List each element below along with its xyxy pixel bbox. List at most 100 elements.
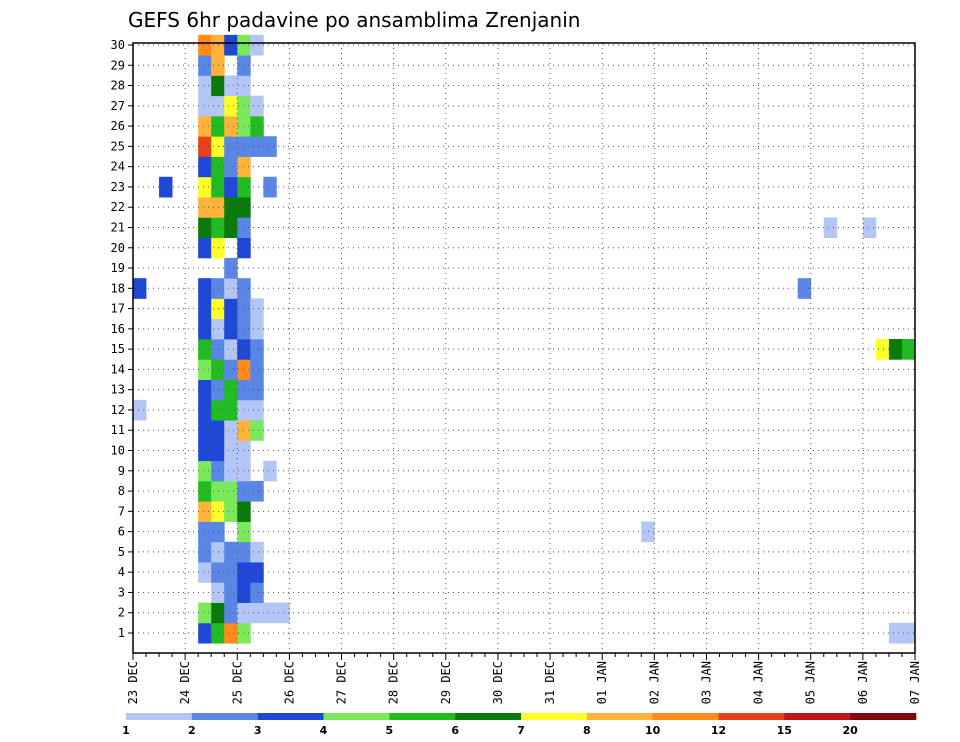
y-tick-label: 15 — [111, 342, 125, 356]
heatmap-cell — [263, 176, 277, 198]
y-tick-label: 16 — [111, 322, 125, 336]
heatmap-cell — [198, 521, 212, 543]
heatmap-cell — [250, 541, 264, 563]
heatmap-cell — [888, 339, 903, 360]
colorbar-swatch — [191, 713, 258, 720]
heatmap-cell — [211, 298, 225, 320]
heatmap-cell — [133, 278, 147, 299]
heatmap-cell — [198, 562, 212, 583]
y-tick-label: 27 — [111, 99, 125, 113]
y-tick-label: 25 — [111, 139, 125, 153]
x-tick-label: 28 DEC — [387, 661, 401, 704]
y-tick-label: 8 — [118, 484, 125, 498]
heatmap-cell — [133, 399, 147, 421]
colorbar-label: 1 — [122, 724, 130, 737]
heatmap-cell — [250, 562, 264, 583]
heatmap-cell — [198, 115, 212, 137]
heatmap-cell — [224, 562, 238, 583]
heatmap-cell — [224, 257, 238, 279]
y-tick-label: 28 — [111, 79, 125, 93]
x-tick-label: 27 DEC — [335, 661, 349, 704]
heatmap-cell — [263, 136, 277, 157]
y-tick-label: 19 — [111, 261, 125, 275]
x-tick-label: 24 DEC — [178, 661, 192, 704]
heatmap-cell — [224, 75, 238, 97]
heatmap-cell — [198, 318, 212, 340]
heatmap-cell — [224, 602, 238, 624]
heatmap-cell — [211, 318, 225, 340]
x-tick-label: 26 DEC — [282, 661, 296, 704]
colorbar-label: 4 — [320, 724, 328, 737]
colorbar-swatch — [323, 713, 390, 720]
heatmap-cell — [211, 34, 225, 56]
y-tick-label: 6 — [118, 525, 125, 539]
y-tick-label: 17 — [111, 302, 125, 316]
heatmap-cell — [211, 501, 225, 522]
heatmap-cell — [198, 75, 212, 97]
heatmap-cell — [198, 34, 212, 56]
heatmap-cell — [224, 622, 238, 644]
x-tick-label: 05 JAN — [804, 661, 818, 704]
colorbar-label: 15 — [777, 724, 792, 737]
heatmap-cell — [198, 55, 212, 76]
heatmap-cell — [224, 217, 238, 239]
y-tick-label: 4 — [118, 565, 125, 579]
y-tick-label: 13 — [111, 383, 125, 397]
heatmap-cell — [250, 318, 264, 340]
heatmap-cell — [211, 399, 225, 421]
colorbar-label: 2 — [188, 724, 196, 737]
heatmap-cell — [211, 602, 225, 624]
heatmap-cell — [224, 156, 238, 178]
heatmap-cell — [211, 75, 225, 97]
heatmap-cell — [250, 115, 264, 137]
heatmap-cell — [211, 460, 225, 482]
heatmap-cell — [250, 298, 264, 320]
heatmap-cell — [198, 156, 212, 178]
heatmap-cell — [211, 339, 225, 360]
heatmap-cell — [888, 622, 903, 644]
heatmap-cell — [250, 339, 264, 360]
heatmap-cell — [250, 399, 264, 421]
colorbar-label: 8 — [583, 724, 591, 737]
y-tick-label: 12 — [111, 403, 125, 417]
heatmap-cell — [198, 460, 212, 482]
heatmap-cell — [224, 440, 238, 462]
heatmap-cell — [198, 136, 212, 157]
colorbar-swatch — [718, 713, 785, 720]
heatmap-cell — [198, 602, 212, 624]
heatmap-cell — [211, 115, 225, 137]
heatmap-cell — [198, 541, 212, 563]
y-tick-label: 5 — [118, 545, 125, 559]
colorbar-label: 6 — [451, 724, 459, 737]
colorbar-label: 3 — [254, 724, 262, 737]
heatmap-cell — [198, 622, 212, 644]
heatmap-cell — [224, 480, 238, 502]
chart-title: GEFS 6hr padavine po ansamblima Zrenjani… — [128, 8, 580, 32]
x-tick-label: 01 JAN — [595, 661, 609, 704]
heatmap-cell — [211, 156, 225, 178]
colorbar-swatch — [652, 713, 719, 720]
heatmap-cell — [224, 34, 238, 56]
colorbar-swatch — [521, 713, 588, 720]
y-tick-label: 18 — [111, 281, 125, 295]
heatmap-cell — [250, 95, 264, 117]
y-tick-label: 10 — [111, 444, 125, 458]
heatmap-cell — [875, 339, 890, 360]
heatmap-cell — [250, 34, 264, 56]
colorbar-label: 5 — [385, 724, 393, 737]
y-tick-label: 20 — [111, 241, 125, 255]
heatmap-cell — [211, 197, 225, 218]
heatmap-cell — [250, 602, 264, 624]
heatmap-cell — [198, 399, 212, 421]
y-tick-label: 24 — [111, 160, 125, 174]
colorbar-swatch — [850, 713, 917, 720]
heatmap-cell — [250, 359, 264, 380]
colorbar-swatch — [586, 713, 653, 720]
colorbar-swatch — [126, 713, 193, 720]
x-tick-label: 31 DEC — [543, 661, 557, 704]
heatmap-cell — [211, 582, 225, 603]
heatmap-cell — [224, 399, 238, 421]
y-tick-label: 2 — [118, 606, 125, 620]
colorbar-label: 7 — [517, 724, 525, 737]
heatmap-cell — [224, 501, 238, 522]
